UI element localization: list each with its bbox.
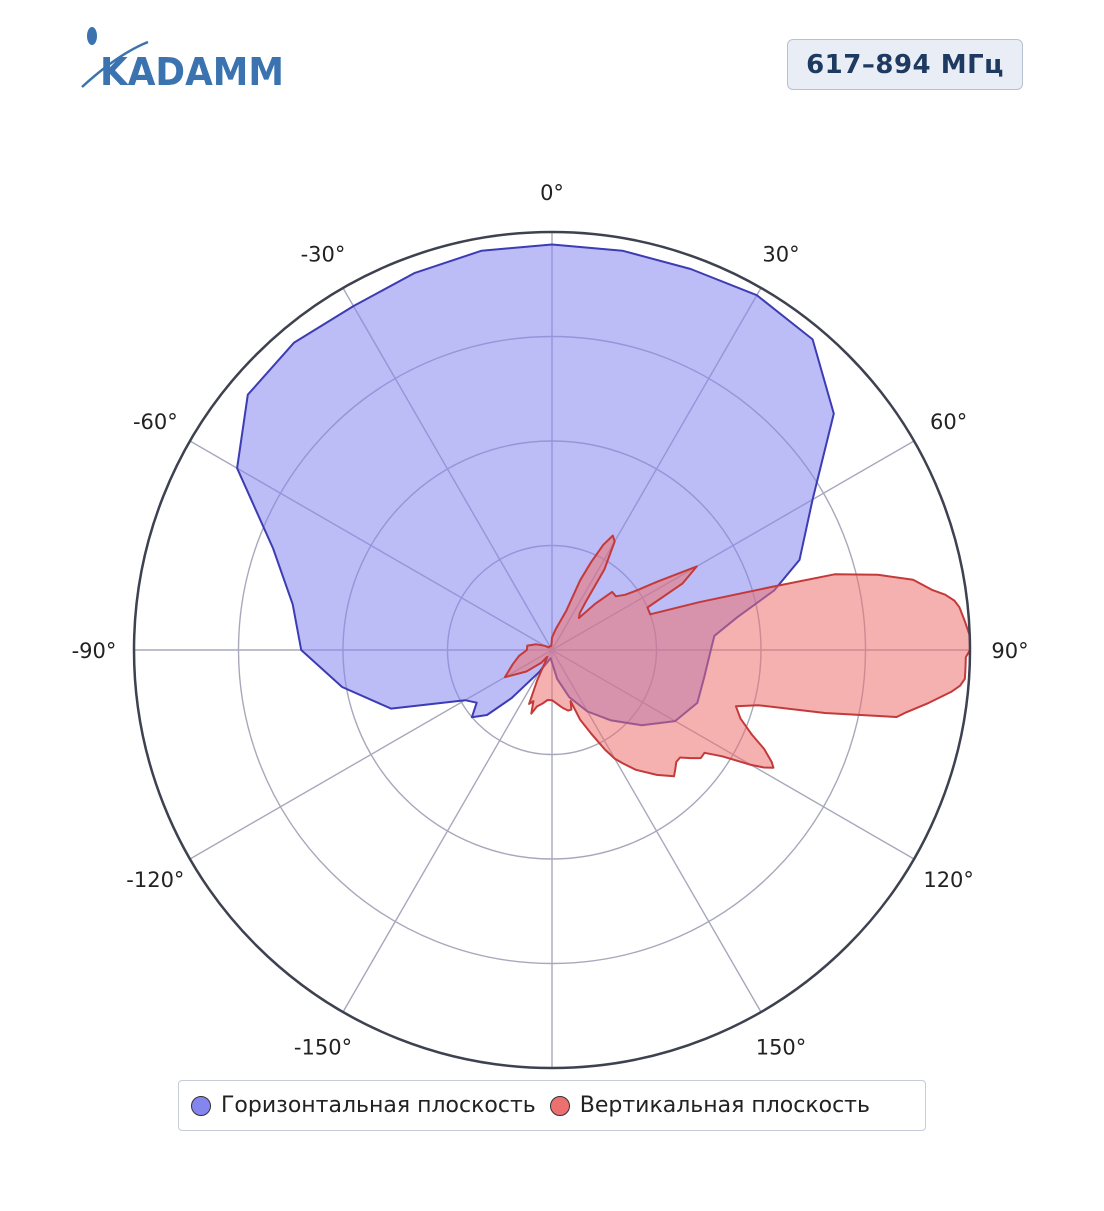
- polar-radiation-chart: 0° 30° 60° 90° 120° 150° -150° -120° -90° -60° -30…: [72, 181, 1029, 1070]
- frequency-badge: 617–894 МГц: [787, 39, 1023, 90]
- legend-item-vertical[interactable]: Вертикальная плоскость: [549, 1093, 870, 1118]
- angular-tick-labels: 0° 30° 60° 90° 120° 150° -150° -120° -90° -60° -30…: [72, 181, 1029, 1060]
- logo-wordmark: KADAMM: [100, 50, 284, 92]
- legend-marker-vertical: [549, 1095, 570, 1116]
- angular-tick-label-2: 60°: [930, 410, 967, 434]
- polar-outer-ring: [132, 230, 972, 1070]
- angular-tick-label-3: 90°: [991, 639, 1028, 663]
- angular-tick-label-4: 120°: [923, 868, 974, 892]
- frequency-range-label: 617–894 МГц: [806, 49, 1004, 80]
- angular-tick-label-1: 30°: [762, 242, 799, 266]
- legend-item-horizontal[interactable]: Горизонтальная плоскость: [191, 1093, 536, 1118]
- angular-tick-label-10: -60°: [133, 410, 178, 434]
- angular-tick-label-9: -90°: [72, 639, 117, 663]
- polar-outline: [132, 230, 972, 1070]
- legend-label-horizontal: Горизонтальная плоскость: [221, 1093, 536, 1118]
- angular-tick-label-5: 150°: [756, 1036, 807, 1060]
- angular-tick-label-0: 0°: [540, 181, 564, 205]
- series-layer: [236, 243, 971, 778]
- legend-marker-horizontal: [191, 1095, 211, 1116]
- angular-tick-label-8: -120°: [126, 868, 184, 892]
- angular-tick-label-7: -150°: [294, 1036, 352, 1060]
- kadamm-logo: KADAMM: [81, 27, 284, 92]
- series-area-1: [503, 534, 971, 778]
- angular-gridline-7: [342, 649, 553, 1013]
- legend: Горизонтальная плоскость Вертикальная пл…: [178, 1080, 926, 1131]
- angular-tick-label-11: -30°: [301, 242, 346, 266]
- legend-label-vertical: Вертикальная плоскость: [579, 1093, 870, 1118]
